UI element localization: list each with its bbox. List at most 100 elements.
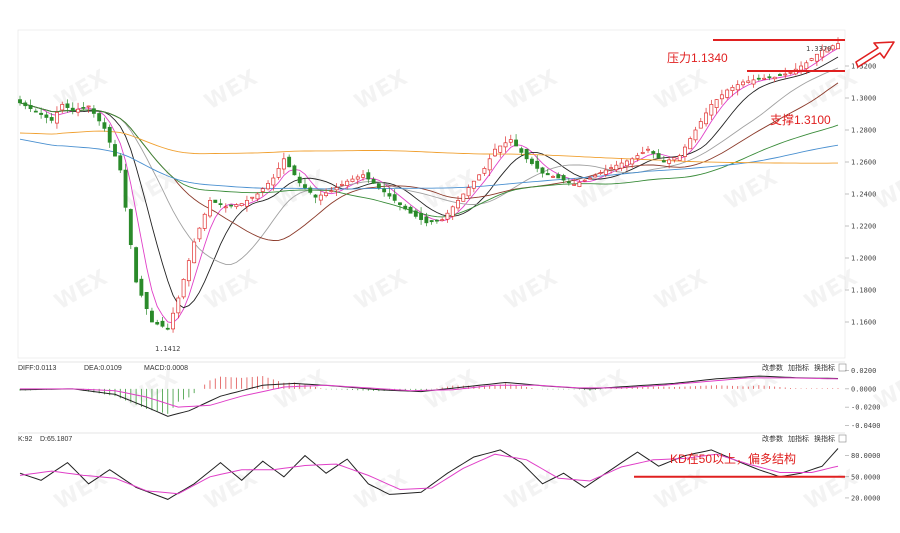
candle-body — [477, 174, 482, 181]
kdj-d-readout: D:65.1807 — [40, 436, 72, 443]
candle-body — [514, 139, 519, 147]
kdj-edit-params-button[interactable]: 改参数 — [762, 434, 783, 443]
candle-body — [255, 193, 260, 200]
candle-body — [809, 58, 814, 61]
price-tick-label: 1.2200 — [851, 223, 876, 231]
ma-line-ma250 — [19, 130, 838, 164]
candle-body — [519, 148, 524, 153]
watermark-text: WEX — [351, 265, 412, 315]
candle-body — [746, 80, 751, 83]
candle-body — [677, 155, 682, 161]
watermark-text: WEX — [51, 265, 112, 315]
watermark-layer: WEXWEXWEXWEXWEXWEXWEXWEXWEXWEXWEXWEXWEXW… — [51, 65, 900, 515]
candle-body — [783, 73, 788, 76]
kdj-switch-indicator-button[interactable]: 换指标 — [814, 434, 835, 443]
candle-body — [229, 204, 234, 207]
candle-body — [297, 176, 302, 184]
macd-add-indicator-button[interactable]: 加指标 — [788, 363, 809, 372]
candle-body — [456, 200, 460, 209]
resistance-label: 压力1.1340 — [667, 51, 728, 65]
price-tick-label: 1.2000 — [851, 255, 876, 263]
candle-body — [150, 310, 154, 323]
candle-body — [292, 165, 297, 176]
macd-edit-params-button[interactable]: 改参数 — [762, 363, 783, 372]
candle-body — [23, 102, 28, 107]
ma-line-ma5 — [19, 47, 839, 324]
candle-body — [181, 278, 186, 298]
candle-body — [450, 206, 455, 217]
candle-body — [123, 169, 128, 208]
candle-body — [661, 160, 666, 163]
candle-body — [714, 99, 719, 108]
watermark-text: WEX — [721, 365, 782, 415]
kdj-k-readout: K:92 — [18, 436, 33, 443]
kdj-d-line — [19, 453, 839, 495]
candle-body — [624, 160, 629, 167]
macd-y-axis: 0.0200 0.0000 -0.0200 -0.0400 — [845, 367, 881, 430]
candle-body — [155, 322, 160, 325]
candle-body — [572, 184, 577, 186]
macd-dea-line — [20, 377, 839, 408]
candle-body — [466, 187, 471, 197]
kdj-y-axis: 80.0000 50.0000 20.0000 — [845, 452, 881, 502]
candle-body — [524, 148, 529, 160]
candle-body — [55, 112, 59, 124]
watermark-text: WEX — [571, 365, 632, 415]
candle-body — [39, 112, 44, 115]
price-level-lines — [713, 39, 845, 72]
watermark-text: WEX — [651, 265, 712, 315]
candle-body — [688, 138, 693, 150]
candle-body — [582, 179, 587, 182]
candle-body — [730, 86, 735, 91]
kdj-close-icon[interactable] — [838, 434, 847, 443]
candle-body — [218, 203, 223, 206]
kdj-lines — [19, 448, 839, 500]
macd-lines — [19, 375, 839, 417]
candle-body — [609, 167, 614, 169]
watermark-text: WEX — [121, 365, 182, 415]
candle-body — [709, 104, 714, 116]
candle-body — [545, 173, 550, 176]
candle-body — [160, 320, 165, 327]
candle-body — [308, 187, 313, 193]
macd-close-icon[interactable] — [838, 363, 847, 372]
candle-body — [434, 219, 439, 222]
kdj-tick-label: 20.0000 — [851, 494, 881, 502]
candle-body — [371, 179, 376, 184]
candle-body — [799, 65, 803, 71]
kdj-annotation: KD在50以上，偏多结构 — [670, 451, 796, 466]
high-price-label: 1.3370 — [806, 45, 831, 53]
candle-body — [260, 188, 265, 192]
macd-tick-label: -0.0400 — [851, 422, 881, 430]
ma-line-ma20 — [19, 67, 839, 265]
candle-body — [171, 312, 175, 330]
candle-body — [244, 200, 249, 207]
candle-body — [113, 144, 117, 157]
candle-body — [387, 193, 392, 197]
candle-body — [408, 206, 413, 214]
watermark-text: WEX — [121, 165, 182, 215]
candle-body — [144, 291, 149, 310]
candle-body — [529, 158, 534, 164]
watermark-text: WEX — [651, 65, 712, 115]
candle-body — [598, 172, 603, 175]
candle-body — [398, 202, 402, 206]
candle-body — [313, 194, 318, 198]
watermark-text: WEX — [351, 65, 412, 115]
candle-body — [392, 194, 397, 201]
candle-body — [202, 213, 207, 229]
macd-switch-indicator-button[interactable]: 换指标 — [814, 363, 835, 372]
candle-body — [756, 77, 761, 80]
candle-body — [503, 142, 508, 148]
candle-body — [535, 160, 540, 169]
candle-body — [413, 210, 418, 217]
candle-body — [424, 216, 429, 224]
watermark-text: WEX — [201, 265, 262, 315]
support-label: 支撑1.3100 — [770, 112, 831, 127]
moving-average-lines — [19, 47, 839, 324]
watermark-text: WEX — [51, 65, 112, 115]
candle-body — [698, 121, 703, 129]
candle-body — [276, 168, 281, 178]
macd-value-readout: MACD:0.0008 — [144, 365, 188, 372]
kdj-add-indicator-button[interactable]: 加指标 — [788, 434, 809, 443]
